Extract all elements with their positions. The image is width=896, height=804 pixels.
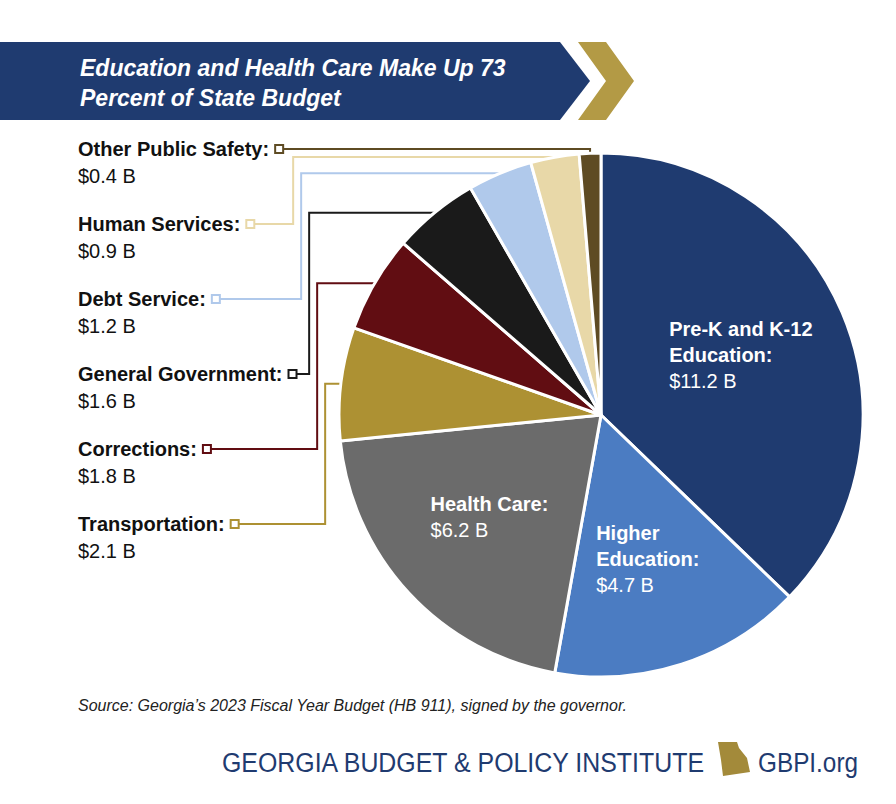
data-label: $11.2 B [669,370,736,392]
title-banner: Education and Health Care Make Up 73 Perc… [0,42,634,120]
slice-label-line: Pre-K and K-12 [669,318,812,340]
data-label: $6.2 B [431,519,489,541]
slice-label-line: Education: [669,344,772,366]
label-marker [289,370,297,378]
category-label: Human Services: [78,213,240,235]
label-marker [203,445,211,453]
data-label: $1.6 B [78,390,136,412]
data-label: $0.4 B [78,165,136,187]
slice-label-line: Health Care: [431,493,549,515]
category-label: Transportation: [78,513,225,535]
banner-shape [0,42,590,120]
label-marker [275,145,283,153]
category-label: Debt Service: [78,288,206,310]
labels: Pre-K and K-12 Education: $11.2 B Higher Edu… [78,138,813,596]
slice-label-line: Higher [596,522,660,544]
banner-chevron [578,42,634,120]
pie-slice [531,154,601,415]
slice-label: Health Care: [431,493,549,515]
title: Education and Health Care Make Up 73 Perc… [80,55,506,111]
category-label: General Government: [78,363,283,385]
slice-label: Pre-K and K-12 Education: [669,318,812,366]
data-label: $2.1 B [78,540,136,562]
footer: GEORGIA BUDGET & POLICY INSTITUTE GBPI.or… [222,742,858,778]
data-label: $1.8 B [78,465,136,487]
data-label: $0.9 B [78,240,136,262]
category-label: Corrections: [78,438,197,460]
category-label: Other Public Safety: [78,138,269,160]
footer-organization: GEORGIA BUDGET & POLICY INSTITUTE [222,748,704,778]
title-line: Education and Health Care Make Up 73 [80,55,506,81]
slice-label-line: Education: [596,548,699,570]
source: Source: Georgia’s 2023 Fiscal Year Budge… [78,697,627,714]
footer-website: GBPI.org [758,748,858,778]
pie [339,153,863,677]
georgia-icon [718,742,750,776]
slice-label: Higher Education: [596,522,699,570]
title-line: Percent of State Budget [80,85,342,111]
label-marker [231,520,239,528]
leader-line [239,384,347,524]
label-marker [212,295,220,303]
data-label: $4.7 B [596,574,654,596]
chart: Education and Health Care Make Up 73 Perc… [0,0,896,804]
pie-slice [579,153,601,415]
pie-slice [340,415,601,673]
data-label: $1.2 B [78,315,136,337]
label-marker [246,220,254,228]
